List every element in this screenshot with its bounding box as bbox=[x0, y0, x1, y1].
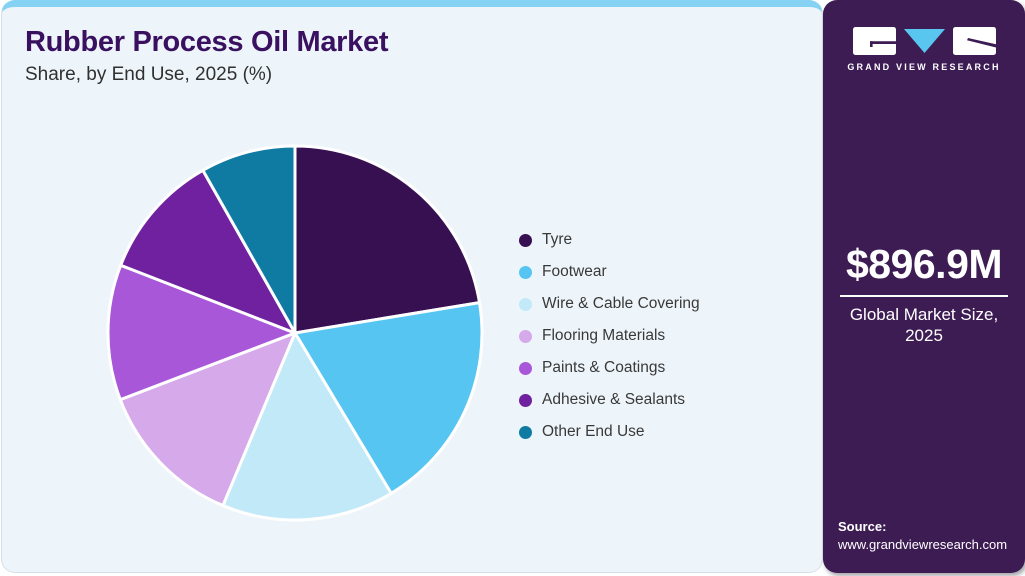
pie-chart bbox=[106, 144, 484, 522]
legend-item: Other End Use bbox=[519, 416, 700, 448]
gvr-logo: GRAND VIEW RESEARCH bbox=[823, 27, 1025, 72]
logo-r-icon bbox=[952, 27, 996, 55]
logo-g-icon bbox=[852, 27, 896, 55]
legend-swatch-icon bbox=[519, 425, 532, 439]
market-size-divider bbox=[840, 295, 1008, 297]
pie-slice-wire-cable-covering bbox=[221, 331, 393, 522]
logo-wordmark: GRAND VIEW RESEARCH bbox=[847, 62, 1001, 72]
source-block: Source: www.grandviewresearch.com bbox=[838, 519, 1007, 552]
legend-label: Footwear bbox=[542, 263, 607, 280]
market-size-label: Global Market Size, 2025 bbox=[849, 305, 999, 346]
legend-swatch-icon bbox=[519, 361, 532, 375]
source-label: Source: bbox=[838, 519, 887, 534]
pie-slice-paints-coatings bbox=[106, 263, 297, 402]
legend-label: Adhesive & Sealants bbox=[542, 391, 686, 408]
gvr-logo-shapes bbox=[823, 27, 1025, 55]
header: Rubber Process Oil Market Share, by End … bbox=[25, 26, 388, 86]
legend-swatch-icon bbox=[519, 329, 532, 343]
legend-item: Tyre bbox=[519, 224, 700, 256]
legend-label: Flooring Materials bbox=[542, 327, 666, 344]
legend-label: Other End Use bbox=[542, 423, 645, 440]
legend-label: Paints & Coatings bbox=[542, 359, 666, 376]
legend-item: Footwear bbox=[519, 256, 700, 288]
pie-slice-flooring-materials bbox=[118, 331, 297, 508]
legend-item: Adhesive & Sealants bbox=[519, 384, 700, 416]
legend-label: Wire & Cable Covering bbox=[542, 295, 700, 312]
legend-label: Tyre bbox=[542, 231, 573, 248]
source-url: www.grandviewresearch.com bbox=[838, 537, 1008, 552]
pie-slice-footwear bbox=[293, 301, 484, 495]
legend-swatch-icon bbox=[519, 233, 532, 247]
sidebar: GRAND VIEW RESEARCH $896.9M Global Marke… bbox=[823, 0, 1025, 573]
legend-item: Paints & Coatings bbox=[519, 352, 700, 384]
chart-panel: Rubber Process Oil Market Share, by End … bbox=[1, 0, 823, 573]
legend: Tyre Footwear Wire & Cable Covering Floorin… bbox=[519, 224, 700, 448]
legend-swatch-icon bbox=[519, 393, 532, 407]
legend-item: Wire & Cable Covering bbox=[519, 288, 700, 320]
pie-slice-adhesive-sealants bbox=[119, 168, 297, 335]
page-title: Rubber Process Oil Market bbox=[25, 26, 389, 58]
market-size-block: $896.9M Global Market Size, 2025 bbox=[823, 241, 1025, 347]
legend-swatch-icon bbox=[519, 265, 532, 279]
page-subtitle: Share, by End Use, 2025 (%) bbox=[25, 64, 273, 85]
logo-v-icon bbox=[903, 29, 945, 53]
pie-slice-other-end-use bbox=[201, 144, 297, 335]
market-size-value: $896.9M bbox=[845, 241, 1003, 287]
legend-swatch-icon bbox=[519, 297, 532, 311]
legend-item: Flooring Materials bbox=[519, 320, 700, 352]
pie-slice-tyre bbox=[293, 144, 482, 335]
